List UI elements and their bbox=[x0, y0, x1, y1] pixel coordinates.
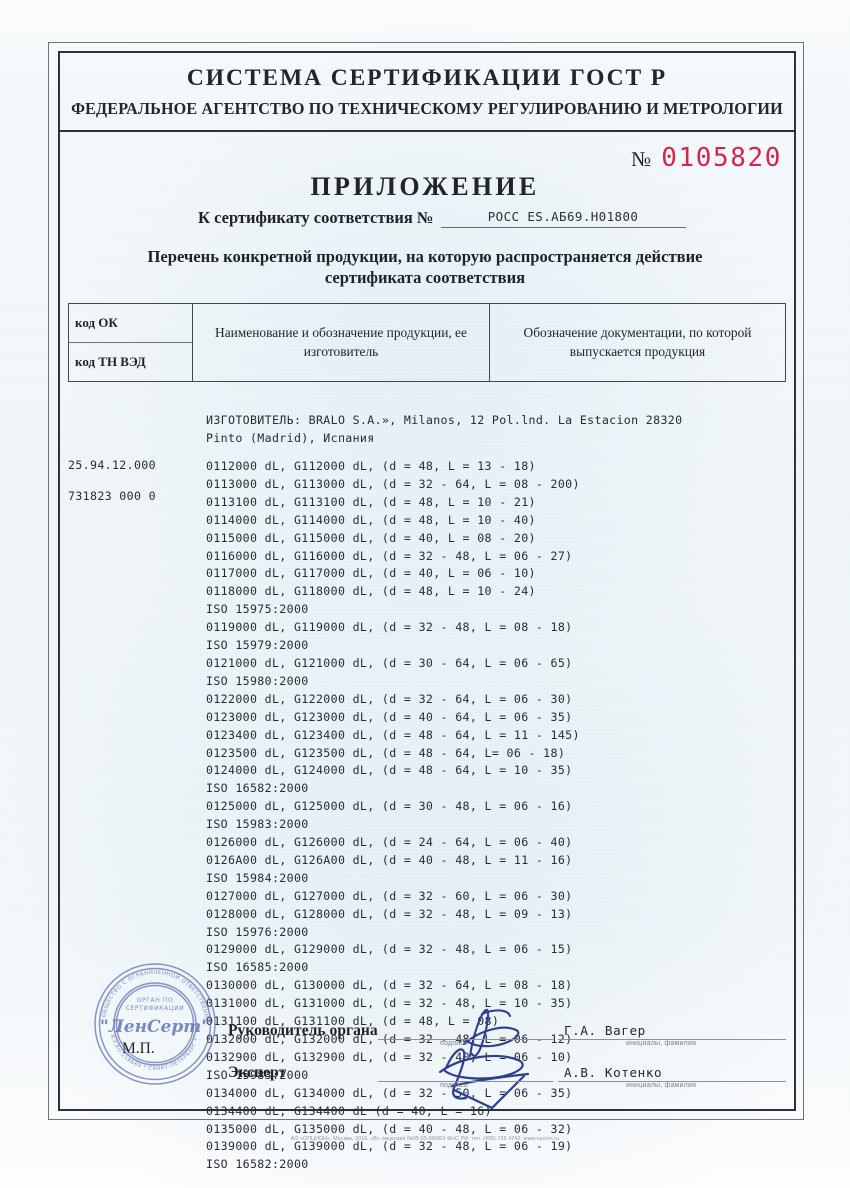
column-header-documentation: Обозначение документации, по которой вып… bbox=[523, 325, 752, 359]
certificate-reference-line: К сертификату соответствия № РОСС ES.АБ6… bbox=[198, 208, 686, 228]
standard-reference-line: ISO 15984:2000 bbox=[206, 870, 309, 885]
standard-reference-line: ISO 16582:2000 bbox=[206, 1157, 309, 1172]
product-designation-line: 0134400 dL, G134400 dL (d = 40, L = 16) bbox=[206, 1103, 492, 1118]
product-designation-line: 0130000 dL, G130000 dL, (d = 32 - 64, L … bbox=[206, 978, 573, 993]
product-designation-line: 0123400 dL, G123400 dL, (d = 48 - 64, L … bbox=[206, 727, 580, 742]
name-line-expert bbox=[558, 1081, 786, 1082]
standard-reference-line: ISO 16585:2000 bbox=[206, 960, 309, 975]
standard-reference-line: ISO 15980:2000 bbox=[206, 673, 309, 688]
product-designation-line: 0123000 dL, G123000 dL, (d = 40 - 64, L … bbox=[206, 709, 573, 724]
certificate-reference-field: РОСС ES.АБ69.Н01800 bbox=[440, 208, 686, 228]
signature-role-head: Руководитель органа bbox=[228, 1022, 378, 1039]
product-designation-line: 0123500 dL, G123500 dL, (d = 48 - 64, L=… bbox=[206, 745, 566, 760]
product-designation-line: 0117000 dL, G117000 dL, (d = 40, L = 06 … bbox=[206, 566, 536, 581]
signature-row-expert: Эксперт подпись А.В. Котенко инициалы, ф… bbox=[228, 1064, 786, 1098]
product-designation-line: 0119000 dL, G119000 dL, (d = 32 - 48, L … bbox=[206, 620, 573, 635]
signatory-name-expert: А.В. Котенко bbox=[564, 1065, 663, 1080]
product-designation-line: 0115000 dL, G115000 dL, (d = 40, L = 08 … bbox=[206, 530, 536, 545]
product-designation-line: 0114000 dL, G114000 dL, (d = 48, L = 10 … bbox=[206, 512, 536, 527]
certificate-reference-label: К сертификату соответствия № bbox=[198, 208, 434, 227]
signature-line-expert bbox=[378, 1081, 553, 1082]
product-designation-line: 0131000 dL, G131000 dL, (d = 32 - 48, L … bbox=[206, 996, 573, 1011]
product-designation-line: 0122000 dL, G122000 dL, (d = 32 - 64, L … bbox=[206, 691, 573, 706]
inner-frame-border bbox=[58, 51, 796, 1111]
product-designation-line: 0112000 dL, G112000 dL, (d = 48, L = 13 … bbox=[206, 459, 536, 473]
signature-caption-head: подпись bbox=[440, 1040, 468, 1047]
printer-imprint-footer: АО «ОПЦИОН», Москва, 2016, «В» лицензия … bbox=[290, 1135, 560, 1143]
signature-role-expert: Эксперт bbox=[228, 1064, 287, 1081]
standard-reference-line: ISO 16582:2000 bbox=[206, 781, 309, 796]
page-title: ПРИЛОЖЕНИЕ bbox=[310, 172, 540, 201]
name-line-head bbox=[558, 1039, 786, 1040]
signature-caption-expert: подпись bbox=[440, 1082, 468, 1089]
number-sign-label: № bbox=[631, 147, 652, 171]
product-designation-line: 0121000 dL, G121000 dL, (d = 30 - 64, L … bbox=[206, 655, 573, 670]
product-designation-line: 0113000 dL, G113000 dL, (d = 32 - 64, L … bbox=[206, 476, 580, 491]
product-designation-line: 0124000 dL, G124000 dL, (d = 48 - 64, L … bbox=[206, 763, 573, 778]
manufacturer-line: ИЗГОТОВИТЕЛЬ: BRALO S.A.», Milanos, 12 P… bbox=[206, 413, 683, 427]
standard-reference-line: ISO 15979:2000 bbox=[206, 638, 309, 653]
codes-block: 25.94.12.000 731823 000 0 bbox=[68, 458, 198, 520]
number-value: 0105820 bbox=[661, 143, 782, 173]
signatory-name-head: Г.А. Вагер bbox=[564, 1023, 646, 1038]
signature-row-head: Руководитель органа подпись Г.А. Вагер и… bbox=[228, 1022, 786, 1056]
column-header-ok-code: код ОК bbox=[69, 304, 192, 343]
product-designation-line: 0135000 dL, G135000 dL, (d = 40 - 48, L … bbox=[206, 1121, 573, 1136]
product-designation-line: 0126A00 dL, G126A00 dL, (d = 40 - 48, L … bbox=[206, 852, 573, 867]
agency-title: ФЕДЕРАЛЬНОЕ АГЕНТСТВО ПО ТЕХНИЧЕСКОМУ РЕ… bbox=[71, 99, 783, 118]
product-designation-line: 0125000 dL, G125000 dL, (d = 30 - 48, L … bbox=[206, 799, 573, 814]
product-designation-line: 0139000 dL, G139000 dL, (d = 32 - 48, L … bbox=[206, 1139, 573, 1154]
product-designation-line: 0126000 dL, G126000 dL, (d = 24 - 64, L … bbox=[206, 835, 573, 850]
column-header-tnved-code: код ТН ВЭД bbox=[75, 354, 146, 369]
product-designation-line: 0116000 dL, G116000 dL, (d = 32 - 48, L … bbox=[206, 548, 573, 563]
product-designation-line: 0118000 dL, G118000 dL, (d = 48, L = 10 … bbox=[206, 584, 536, 599]
standard-reference-line: ISO 15975:2000 bbox=[206, 602, 309, 617]
product-designation-line: 0128000 dL, G128000 dL, (d = 32 - 48, L … bbox=[206, 906, 573, 921]
product-lines-block: 0112000 dL, G112000 dL, (d = 48, L = 13 … bbox=[206, 458, 580, 1174]
page-subtitle: Перечень конкретной продукции, на котору… bbox=[147, 247, 703, 288]
certificate-reference-value: РОСС ES.АБ69.Н01800 bbox=[487, 209, 639, 224]
product-code-value: 731823 000 0 bbox=[68, 489, 156, 503]
outer-frame-border bbox=[48, 42, 804, 1120]
document-header-band: СИСТЕМА СЕРТИФИКАЦИИ ГОСТ Р ФЕДЕРАЛЬНОЕ … bbox=[58, 51, 796, 132]
table-column-codes: код ОК код ТН ВЭД bbox=[69, 304, 193, 381]
column-header-product-name: Наименование и обозначение продукции, ее… bbox=[193, 304, 490, 381]
product-designation-line: 0129000 dL, G129000 dL, (d = 32 - 48, L … bbox=[206, 942, 573, 957]
name-caption-expert: инициалы, фамилия bbox=[626, 1082, 697, 1089]
product-table-header: код ОК код ТН ВЭД Наименование и обознач… bbox=[68, 303, 786, 382]
product-designation-line: 0113100 dL, G113100 dL, (d = 48, L = 10 … bbox=[206, 494, 536, 509]
seal-place-label: М.П. bbox=[122, 1040, 155, 1057]
manufacturer-line: Pinto (Madrid), Испания bbox=[206, 430, 375, 445]
standard-reference-line: ISO 15976:2000 bbox=[206, 924, 309, 939]
standard-reference-line: ISO 15983:2000 bbox=[206, 817, 309, 832]
product-designation-line: 0127000 dL, G127000 dL, (d = 32 - 60, L … bbox=[206, 888, 573, 903]
product-code-value: 25.94.12.000 bbox=[68, 458, 156, 472]
certificate-serial-number: № 0105820 bbox=[631, 143, 782, 173]
system-title: СИСТЕМА СЕРТИФИКАЦИИ ГОСТ Р bbox=[186, 65, 668, 91]
signature-line-head bbox=[378, 1039, 553, 1040]
manufacturer-block: ИЗГОТОВИТЕЛЬ: BRALO S.A.», Milanos, 12 P… bbox=[206, 412, 682, 448]
name-caption-head: инициалы, фамилия bbox=[626, 1040, 697, 1047]
